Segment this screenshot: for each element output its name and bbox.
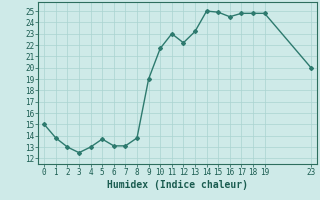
- X-axis label: Humidex (Indice chaleur): Humidex (Indice chaleur): [107, 180, 248, 190]
